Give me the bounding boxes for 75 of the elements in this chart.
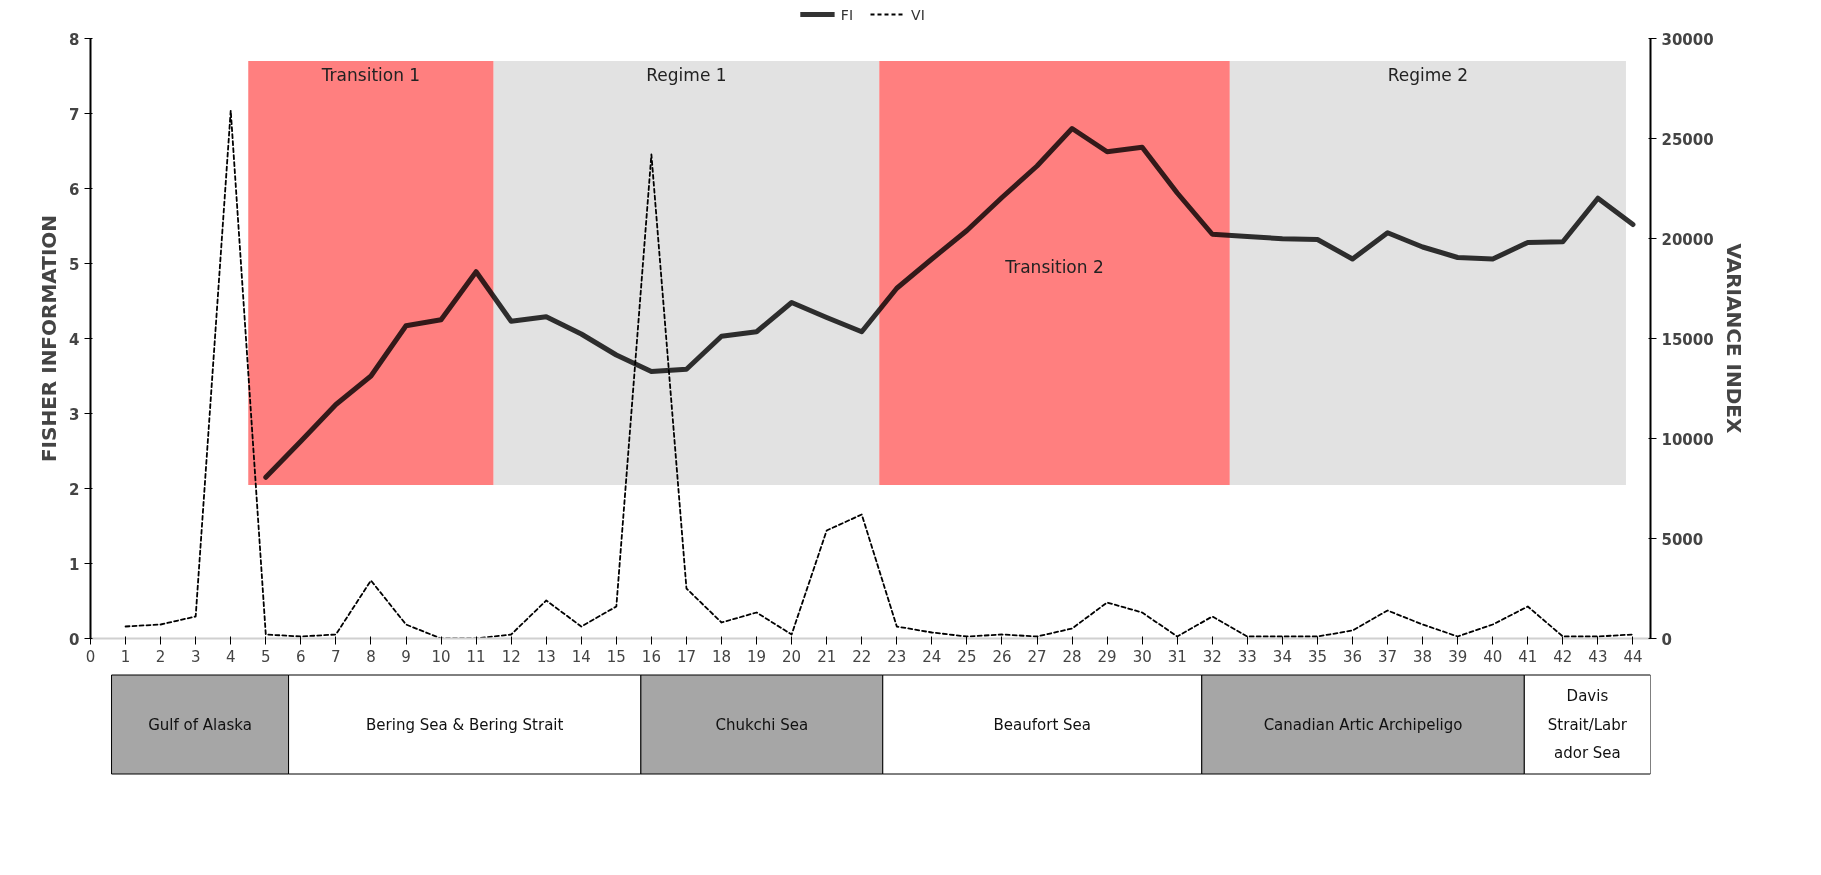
y2-tick-label: 25000 <box>1661 130 1714 149</box>
text: Beaufort Sea <box>993 715 1091 734</box>
y-tick-label: 5 <box>69 255 80 274</box>
x-tick-label: 33 <box>1237 647 1257 666</box>
x-tick-label: 32 <box>1202 647 1222 666</box>
text: Bering Sea & Bering Strait <box>366 715 564 734</box>
x-tick-label: 8 <box>366 647 376 666</box>
x-tick-label: 28 <box>1062 647 1082 666</box>
y2-tick-label: 0 <box>1661 630 1672 649</box>
y2-tick-label: 20000 <box>1661 230 1714 249</box>
x-tick-label: 7 <box>331 647 341 666</box>
x-tick-label: 30 <box>1132 647 1152 666</box>
x-tick-label: 20 <box>782 647 802 666</box>
y-tick-label: 4 <box>69 330 80 349</box>
x-tick-label: 43 <box>1588 647 1608 666</box>
y-tick-label: 7 <box>69 105 80 124</box>
x-tick-label: 27 <box>1027 647 1047 666</box>
x-tick-label: 3 <box>190 647 201 666</box>
x-tick-label: 37 <box>1378 647 1398 666</box>
x-tick-label: 34 <box>1272 647 1292 666</box>
x-tick-label: 24 <box>922 647 942 666</box>
x-tick-label: 23 <box>887 647 907 666</box>
x-tick-label: 16 <box>641 647 661 666</box>
y-tick-label: 6 <box>69 180 80 199</box>
x-tick-label: 40 <box>1483 647 1503 666</box>
y-tick-label: 1 <box>69 555 80 574</box>
y2-axis-title: VARIANCE INDEX <box>1721 243 1746 434</box>
text: Davis Strait/Labr ador Sea <box>1547 686 1628 763</box>
y-tick-label: 8 <box>69 30 80 49</box>
legend-label: FI <box>840 6 854 23</box>
x-tick-label: 18 <box>711 647 732 666</box>
x-tick-label: 12 <box>501 647 521 666</box>
x-tick-label: 44 <box>1623 647 1643 666</box>
y2-tick-label: 30000 <box>1661 30 1714 49</box>
legend-label: VI <box>911 6 925 23</box>
x-tick-label: 19 <box>747 647 767 666</box>
x-tick-label: 2 <box>155 647 166 666</box>
band-label: Transition 2 <box>1004 256 1104 277</box>
y-axis-title: FISHER INFORMATION <box>37 214 62 463</box>
x-tick-label: 0 <box>85 647 96 666</box>
x-tick-label: 31 <box>1167 647 1187 666</box>
x-tick-label: 25 <box>957 647 977 666</box>
band-label: Transition 1 <box>320 64 421 85</box>
x-tick-label: 1 <box>120 647 131 666</box>
y2-tick-label: 5000 <box>1661 530 1704 549</box>
y-tick-label: 2 <box>69 480 80 499</box>
x-tick-label: 14 <box>571 647 591 666</box>
x-tick-label: 10 <box>431 647 451 666</box>
x-tick-label: 6 <box>296 647 306 666</box>
x-tick-label: 4 <box>225 647 236 666</box>
x-tick-label: 5 <box>261 647 271 666</box>
y2-tick-label: 10000 <box>1661 430 1714 449</box>
y2-tick-label: 15000 <box>1661 330 1714 349</box>
x-tick-label: 11 <box>466 647 486 666</box>
x-tick-label: 38 <box>1413 647 1433 666</box>
x-tick-label: 17 <box>676 647 697 666</box>
band-label: Regime 1 <box>646 64 727 85</box>
x-tick-label: 29 <box>1097 647 1117 666</box>
text: Gulf of Alaska <box>148 715 252 734</box>
x-tick-label: 21 <box>817 647 837 666</box>
x-tick-label: 22 <box>852 647 872 666</box>
x-tick-label: 13 <box>536 647 556 666</box>
text: Chukchi Sea <box>715 715 809 734</box>
x-tick-label: 9 <box>401 647 411 666</box>
x-tick-label: 35 <box>1307 647 1328 666</box>
y-tick-label: 0 <box>69 630 80 649</box>
y-tick-label: 3 <box>69 405 80 424</box>
x-tick-label: 26 <box>992 647 1012 666</box>
x-tick-label: 42 <box>1553 647 1573 666</box>
text: Canadian Artic Archipeligo <box>1263 715 1463 734</box>
x-tick-label: 41 <box>1518 647 1538 666</box>
x-tick-label: 36 <box>1342 647 1363 666</box>
band-label: Regime 2 <box>1387 64 1469 85</box>
x-tick-label: 39 <box>1448 647 1468 666</box>
x-tick-label: 15 <box>606 647 626 666</box>
